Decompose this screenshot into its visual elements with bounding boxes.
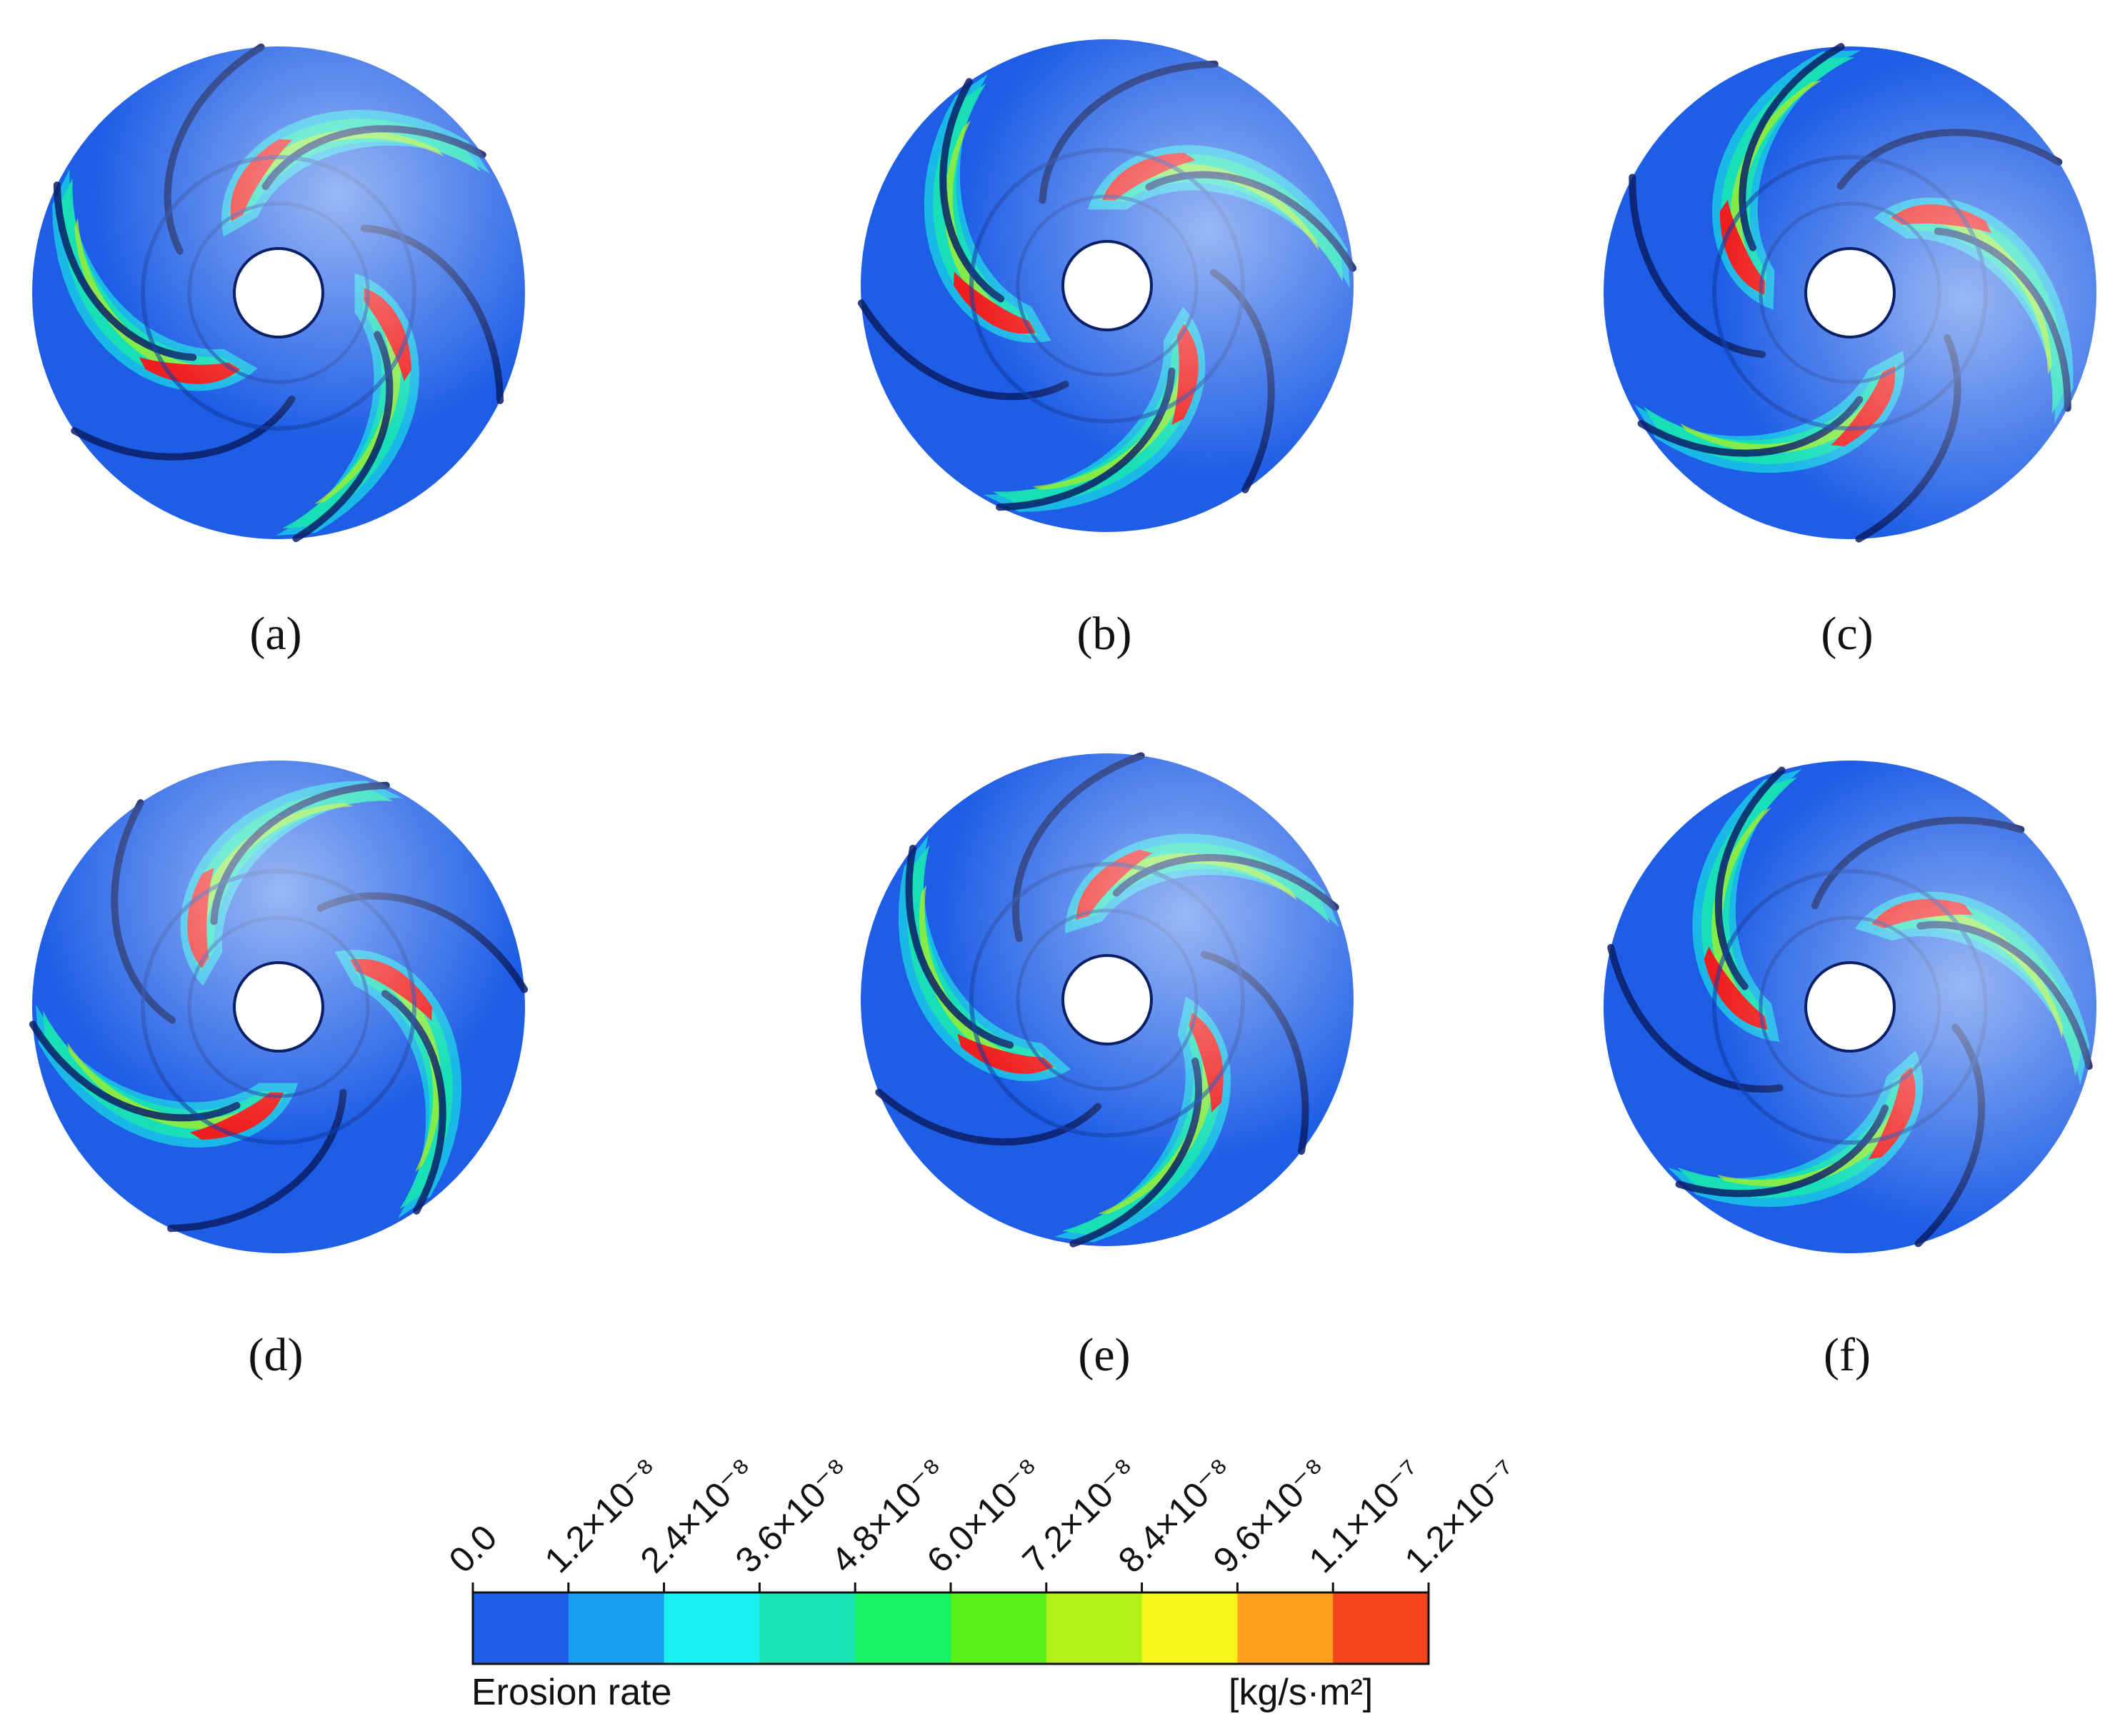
impeller-panel-e — [850, 743, 1364, 1257]
colorbar-tick-label: 7.2×10⁻⁸ — [1014, 1450, 1145, 1581]
colorbar-frame — [471, 1591, 1430, 1665]
colorbar-tick-label: 8.4×10⁻⁸ — [1110, 1450, 1241, 1581]
hub-hole — [1061, 240, 1153, 331]
colorbar-tick-label: 6.0×10⁻⁸ — [919, 1450, 1049, 1581]
panel-label-d: (d) — [248, 1329, 304, 1381]
colorbar-segment — [568, 1592, 665, 1664]
colorbar-tick-label: 1.2×10⁻⁷ — [1396, 1452, 1526, 1581]
impeller-c-graphic — [1604, 43, 2096, 543]
impeller-panel-f — [1593, 750, 2107, 1264]
impeller-a-graphic — [32, 43, 525, 543]
colorbar-tick-label: 3.6×10⁻⁸ — [728, 1450, 859, 1581]
colorbar-segment — [664, 1592, 760, 1664]
colorbar-tick-label: 4.8×10⁻⁸ — [823, 1450, 954, 1581]
colorbar-tick-label: 0.0 — [441, 1517, 505, 1581]
colorbar-segment — [1046, 1592, 1143, 1664]
hub-hole — [1804, 247, 1896, 338]
colorbar-title: Erosion rate — [471, 1672, 672, 1713]
colorbar-tick-label: 9.6×10⁻⁸ — [1206, 1450, 1336, 1581]
impeller-d-graphic — [29, 761, 529, 1253]
panel-label-e: (e) — [1078, 1329, 1131, 1381]
panel-label-f: (f) — [1824, 1329, 1871, 1381]
hub-hole — [233, 961, 324, 1053]
colorbar-tick-label: 1.2×10⁻⁸ — [536, 1450, 667, 1581]
panel-label-c: (c) — [1821, 608, 1874, 660]
impeller-panel-a — [21, 36, 536, 550]
impeller-panel-b — [850, 29, 1364, 543]
colorbar-unit: [kg/s·m²] — [1229, 1672, 1374, 1713]
colorbar-segment — [1333, 1592, 1429, 1664]
colorbar-tick-label: 1.1×10⁻⁷ — [1301, 1452, 1431, 1581]
panel-label-a: (a) — [249, 608, 302, 660]
colorbar-segment — [1237, 1592, 1334, 1664]
colorbar-segment — [951, 1592, 1047, 1664]
hub-hole — [1061, 954, 1153, 1045]
colorbar-segment — [759, 1592, 856, 1664]
impeller-b-graphic — [857, 39, 1357, 532]
impeller-panel-c — [1593, 36, 2107, 550]
colorbar-segment — [855, 1592, 951, 1664]
colorbar-segment — [1141, 1592, 1238, 1664]
hub-hole — [1804, 961, 1896, 1053]
hub-hole — [233, 247, 324, 338]
colorbar-tick-label: 2.4×10⁻⁸ — [632, 1450, 763, 1581]
impeller-e-graphic — [861, 752, 1354, 1248]
colorbar-segment — [473, 1592, 569, 1664]
impeller-panel-d — [21, 750, 536, 1264]
panel-label-b: (b) — [1076, 608, 1132, 660]
impeller-f-graphic — [1604, 761, 2096, 1253]
impeller-body — [1604, 43, 2096, 543]
